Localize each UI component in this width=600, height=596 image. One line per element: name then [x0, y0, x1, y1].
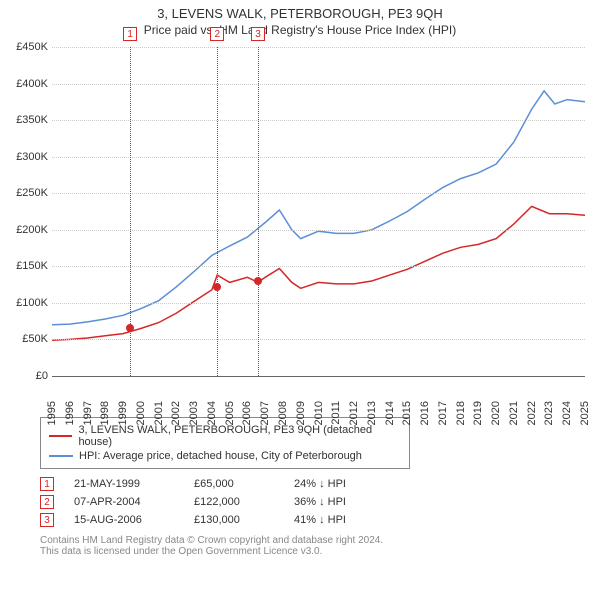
event-point [126, 324, 134, 332]
legend-item: HPI: Average price, detached house, City… [49, 450, 401, 462]
legend-swatch [49, 455, 73, 457]
series-line [52, 91, 585, 325]
chart-plot-area: £0£50K£100K£150K£200K£250K£300K£350K£400… [52, 47, 585, 377]
event-badge: 1 [40, 477, 54, 491]
event-point [213, 283, 221, 291]
y-axis-tick: £100K [0, 297, 48, 309]
event-marker-badge: 2 [210, 27, 224, 41]
gridline [52, 157, 585, 158]
x-axis-tick: 1996 [64, 401, 76, 431]
y-axis-tick: £0 [0, 370, 48, 382]
gridline [52, 303, 585, 304]
x-axis-tick: 2014 [384, 401, 396, 431]
event-badge: 2 [40, 495, 54, 509]
event-price: £130,000 [194, 514, 274, 526]
y-axis-tick: £400K [0, 78, 48, 90]
event-price: £122,000 [194, 496, 274, 508]
x-axis-tick: 2022 [526, 401, 538, 431]
gridline [52, 339, 585, 340]
x-axis-tick: 2019 [472, 401, 484, 431]
y-axis-tick: £200K [0, 224, 48, 236]
x-axis-tick: 2003 [188, 401, 200, 431]
event-delta: 24% ↓ HPI [294, 478, 346, 490]
event-marker-line [258, 47, 259, 376]
event-date: 15-AUG-2006 [74, 514, 174, 526]
x-axis-tick: 2010 [313, 401, 325, 431]
footnote: Contains HM Land Registry data © Crown c… [40, 535, 585, 557]
x-axis-tick: 2018 [455, 401, 467, 431]
x-axis-tick: 2012 [348, 401, 360, 431]
x-axis-tick: 2024 [561, 401, 573, 431]
chart-title: 3, LEVENS WALK, PETERBOROUGH, PE3 9QH [0, 6, 600, 21]
x-axis-tick: 2000 [135, 401, 147, 431]
gridline [52, 266, 585, 267]
series-line [52, 206, 585, 340]
x-axis-tick: 2006 [241, 401, 253, 431]
x-axis-tick: 1997 [82, 401, 94, 431]
gridline [52, 193, 585, 194]
y-axis-tick: £350K [0, 114, 48, 126]
gridline [52, 230, 585, 231]
event-marker-line [217, 47, 218, 376]
x-axis-tick: 2002 [170, 401, 182, 431]
legend-label: HPI: Average price, detached house, City… [79, 450, 362, 462]
chart-subtitle: Price paid vs. HM Land Registry's House … [0, 23, 600, 37]
y-axis-tick: £450K [0, 41, 48, 53]
event-row: 2 07-APR-2004 £122,000 36% ↓ HPI [40, 495, 585, 509]
event-row: 1 21-MAY-1999 £65,000 24% ↓ HPI [40, 477, 585, 491]
gridline [52, 84, 585, 85]
gridline [52, 47, 585, 48]
legend-swatch [49, 435, 72, 437]
x-axis-tick: 2007 [259, 401, 271, 431]
event-delta: 36% ↓ HPI [294, 496, 346, 508]
event-date: 07-APR-2004 [74, 496, 174, 508]
y-axis-tick: £250K [0, 187, 48, 199]
x-axis-tick: 1995 [46, 401, 58, 431]
footnote-line-2: This data is licensed under the Open Gov… [40, 546, 585, 557]
event-badge: 3 [40, 513, 54, 527]
y-axis-tick: £300K [0, 151, 48, 163]
event-row: 3 15-AUG-2006 £130,000 41% ↓ HPI [40, 513, 585, 527]
x-axis-tick: 2025 [579, 401, 591, 431]
x-axis-tick: 2015 [401, 401, 413, 431]
gridline [52, 120, 585, 121]
event-marker-badge: 1 [123, 27, 137, 41]
x-axis-tick: 2017 [437, 401, 449, 431]
x-axis-tick: 1998 [99, 401, 111, 431]
event-date: 21-MAY-1999 [74, 478, 174, 490]
event-marker-badge: 3 [251, 27, 265, 41]
x-axis-tick: 2020 [490, 401, 502, 431]
event-price: £65,000 [194, 478, 274, 490]
x-axis-tick: 2023 [543, 401, 555, 431]
x-axis-tick: 1999 [117, 401, 129, 431]
x-axis-tick: 2016 [419, 401, 431, 431]
x-axis-tick: 2005 [224, 401, 236, 431]
footnote-line-1: Contains HM Land Registry data © Crown c… [40, 535, 585, 546]
x-axis-tick: 2011 [330, 401, 342, 431]
y-axis-tick: £50K [0, 333, 48, 345]
x-axis-tick: 2013 [366, 401, 378, 431]
event-delta: 41% ↓ HPI [294, 514, 346, 526]
x-axis-tick: 2001 [153, 401, 165, 431]
y-axis-tick: £150K [0, 260, 48, 272]
x-axis-tick: 2009 [295, 401, 307, 431]
x-axis-tick: 2008 [277, 401, 289, 431]
x-axis-tick: 2021 [508, 401, 520, 431]
x-axis-tick: 2004 [206, 401, 218, 431]
event-table: 1 21-MAY-1999 £65,000 24% ↓ HPI 2 07-APR-2004… [40, 477, 585, 527]
event-point [254, 277, 262, 285]
